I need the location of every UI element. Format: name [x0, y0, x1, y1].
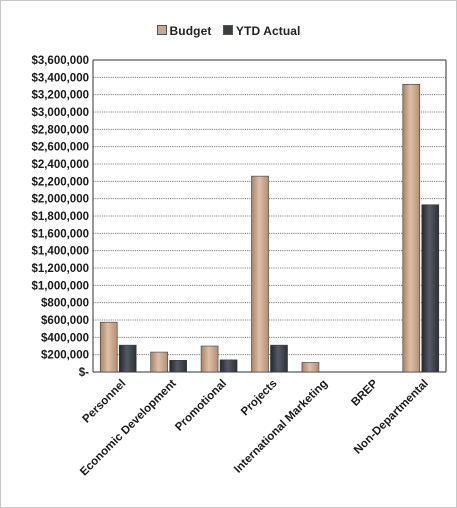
y-tick-label: $800,000 [41, 298, 89, 310]
y-tick-label: $- [79, 367, 89, 379]
y-tick-label: $2,000,000 [31, 194, 89, 206]
y-tick-label: $3,600,000 [31, 55, 89, 67]
gridlines [93, 59, 446, 356]
y-tick-label: $1,600,000 [31, 228, 89, 240]
legend-label-ytd-actual: YTD Actual [235, 24, 301, 38]
chart-legend: Budget YTD Actual [0, 24, 457, 38]
y-tick-label: $1,800,000 [31, 211, 89, 223]
y-tick-label: $1,000,000 [31, 280, 89, 292]
legend-label-budget: Budget [169, 24, 212, 38]
bar-ytd-actual [270, 344, 288, 373]
bar-budget [99, 321, 118, 373]
legend-swatch-budget [156, 25, 167, 35]
y-tick-label: $1,400,000 [31, 246, 89, 258]
bar-budget [251, 175, 269, 373]
legend-swatch-ytd-actual [222, 25, 233, 35]
x-category-label: International Marketing [232, 378, 330, 476]
y-tick-label: $1,200,000 [31, 263, 89, 275]
y-tick-label: $3,400,000 [31, 72, 89, 84]
bar-ytd-actual [421, 204, 440, 373]
y-tick-label: $200,000 [41, 350, 89, 362]
y-tick-label: $2,600,000 [31, 142, 89, 154]
y-tick-label: $2,400,000 [31, 159, 89, 171]
legend-item-budget: Budget [156, 24, 212, 38]
bar-budget [150, 351, 168, 373]
x-category-label: Personnel [81, 378, 129, 426]
x-category-label: Economic Development [78, 378, 179, 479]
x-category-label: Projects [239, 378, 280, 419]
y-axis-tick-labels: $- $200,000 $400,000 $600,000 $800,000 $1,000… [31, 55, 89, 379]
x-category-label: BREP [349, 377, 380, 408]
legend-item-ytd-actual: YTD Actual [222, 24, 301, 38]
bars [99, 83, 440, 373]
bar-ytd-actual [118, 344, 137, 373]
y-tick-label: $3,200,000 [31, 90, 89, 102]
x-category-label: Promotional [173, 378, 229, 434]
bar-budget [301, 362, 320, 373]
bar-budget [402, 83, 421, 373]
y-tick-label: $2,200,000 [31, 176, 89, 188]
bar-budget [200, 345, 219, 373]
y-tick-label: $2,800,000 [31, 124, 89, 136]
y-tick-label: $600,000 [41, 315, 89, 327]
y-tick-label: $3,000,000 [31, 107, 89, 119]
bar-ytd-actual [169, 359, 187, 373]
bar-ytd-actual [219, 359, 238, 373]
y-tick-label: $400,000 [41, 332, 89, 344]
